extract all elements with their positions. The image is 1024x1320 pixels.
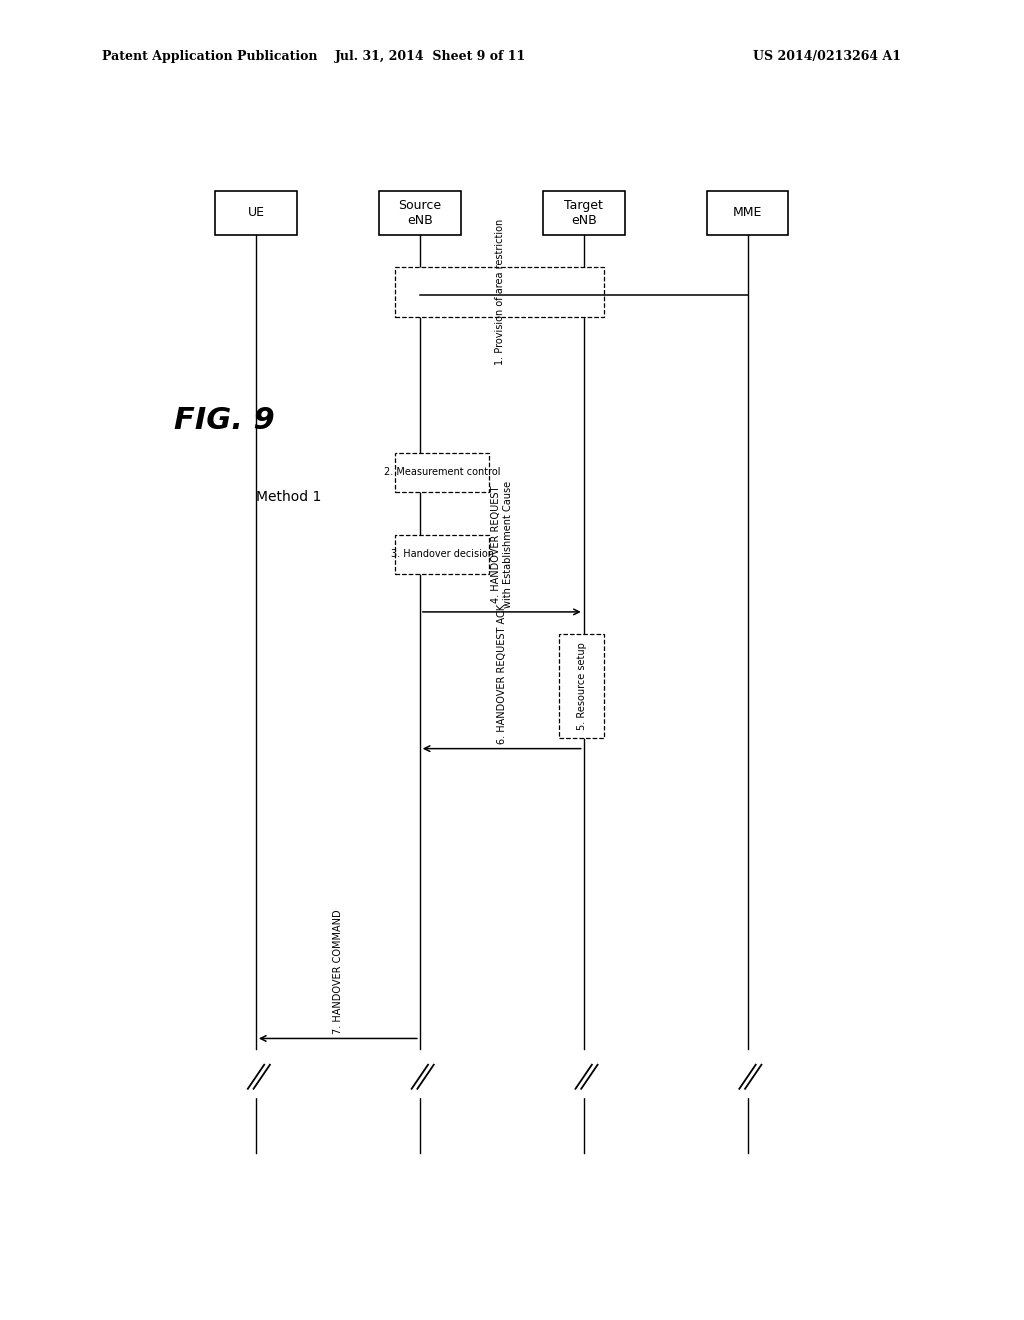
Bar (707, 191, 788, 235)
Bar (215, 191, 297, 235)
Text: 4. HANDOVER REQUEST
with Establishment Cause: 4. HANDOVER REQUEST with Establishment C… (490, 480, 513, 607)
Text: FIG. 9: FIG. 9 (174, 407, 274, 436)
Text: 2. Measurement control: 2. Measurement control (384, 467, 501, 478)
Text: 1. Provision of area restriction: 1. Provision of area restriction (495, 219, 505, 366)
Bar (559, 634, 604, 738)
Text: Target
eNB: Target eNB (564, 199, 603, 227)
Text: 5. Resource setup: 5. Resource setup (577, 642, 587, 730)
Text: 3. Handover decision: 3. Handover decision (391, 549, 494, 560)
Text: UE: UE (248, 206, 264, 219)
Bar (395, 268, 604, 317)
Text: Patent Application Publication: Patent Application Publication (102, 50, 317, 63)
Text: US 2014/0213264 A1: US 2014/0213264 A1 (753, 50, 901, 63)
Text: Source
eNB: Source eNB (398, 199, 441, 227)
Text: MME: MME (733, 206, 762, 219)
Text: Jul. 31, 2014  Sheet 9 of 11: Jul. 31, 2014 Sheet 9 of 11 (335, 50, 525, 63)
Text: 6. HANDOVER REQUEST ACK: 6. HANDOVER REQUEST ACK (497, 605, 507, 744)
Text: 7. HANDOVER COMMAND: 7. HANDOVER COMMAND (333, 909, 343, 1034)
Bar (379, 191, 461, 235)
Bar (543, 191, 625, 235)
Bar (395, 453, 489, 491)
Text: Method 1: Method 1 (256, 490, 322, 504)
Bar (395, 536, 489, 574)
